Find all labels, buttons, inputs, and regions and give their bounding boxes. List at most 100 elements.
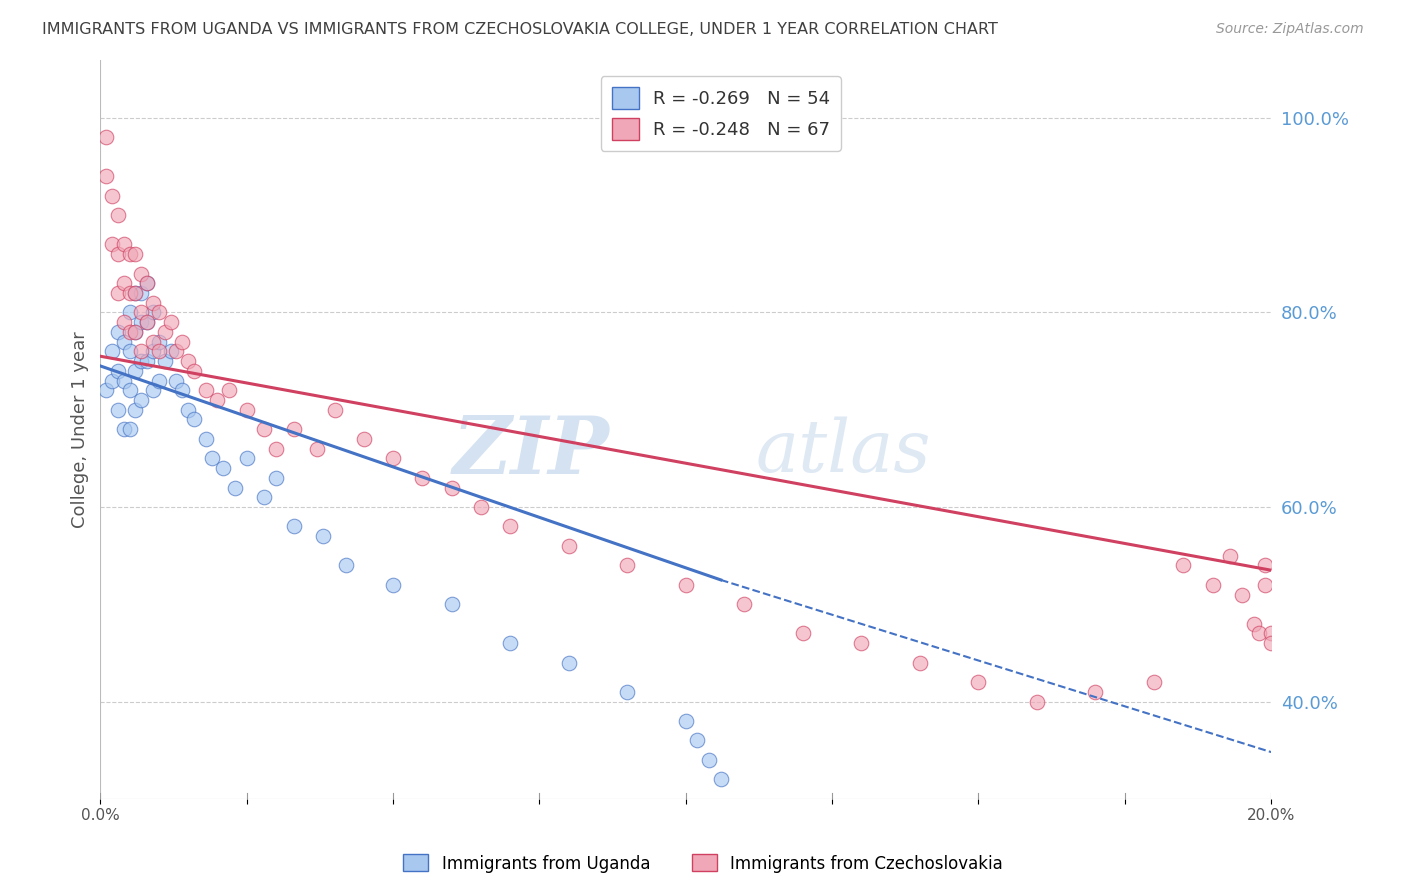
Point	[148, 305, 170, 319]
Point	[1173, 558, 1195, 573]
Point	[1249, 626, 1271, 640]
Point	[172, 334, 194, 349]
Point	[470, 500, 492, 514]
Point	[323, 402, 346, 417]
Point	[235, 451, 257, 466]
Point	[124, 285, 146, 300]
Point	[142, 295, 165, 310]
Point	[148, 334, 170, 349]
Point	[172, 384, 194, 398]
Point	[153, 325, 176, 339]
Legend: Immigrants from Uganda, Immigrants from Czechoslovakia: Immigrants from Uganda, Immigrants from …	[396, 847, 1010, 880]
Point	[165, 374, 187, 388]
Point	[1230, 587, 1253, 601]
Point	[112, 334, 135, 349]
Point	[616, 558, 638, 573]
Point	[200, 451, 222, 466]
Point	[107, 364, 129, 378]
Text: IMMIGRANTS FROM UGANDA VS IMMIGRANTS FROM CZECHOSLOVAKIA COLLEGE, UNDER 1 YEAR C: IMMIGRANTS FROM UGANDA VS IMMIGRANTS FRO…	[42, 22, 998, 37]
Point	[101, 188, 124, 202]
Point	[312, 529, 335, 543]
Point	[177, 354, 200, 368]
Point	[112, 374, 135, 388]
Point	[124, 364, 146, 378]
Point	[194, 432, 217, 446]
Point	[218, 384, 240, 398]
Point	[1143, 675, 1166, 690]
Point	[136, 354, 159, 368]
Point	[335, 558, 357, 573]
Point	[382, 451, 405, 466]
Text: Source: ZipAtlas.com: Source: ZipAtlas.com	[1216, 22, 1364, 37]
Point	[1260, 636, 1282, 650]
Point	[212, 461, 235, 475]
Point	[675, 578, 697, 592]
Point	[1243, 616, 1265, 631]
Point	[305, 442, 328, 456]
Point	[253, 490, 276, 504]
Point	[136, 315, 159, 329]
Point	[142, 384, 165, 398]
Point	[131, 305, 153, 319]
Point	[253, 422, 276, 436]
Point	[118, 384, 141, 398]
Point	[382, 578, 405, 592]
Point	[96, 130, 118, 145]
Point	[118, 247, 141, 261]
Point	[136, 277, 159, 291]
Point	[118, 285, 141, 300]
Point	[96, 169, 118, 184]
Point	[153, 354, 176, 368]
Point	[136, 315, 159, 329]
Point	[124, 402, 146, 417]
Point	[967, 675, 990, 690]
Point	[101, 374, 124, 388]
Point	[353, 432, 375, 446]
Point	[112, 315, 135, 329]
Point	[124, 285, 146, 300]
Point	[411, 471, 433, 485]
Point	[183, 412, 205, 426]
Point	[851, 636, 873, 650]
Point	[131, 285, 153, 300]
Point	[616, 685, 638, 699]
Point	[112, 237, 135, 252]
Point	[792, 626, 814, 640]
Point	[283, 422, 305, 436]
Legend: R = -0.269   N = 54, R = -0.248   N = 67: R = -0.269 N = 54, R = -0.248 N = 67	[600, 76, 841, 151]
Point	[136, 277, 159, 291]
Point	[1201, 578, 1223, 592]
Point	[733, 597, 755, 611]
Point	[107, 285, 129, 300]
Y-axis label: College, Under 1 year: College, Under 1 year	[72, 331, 89, 527]
Point	[499, 519, 522, 533]
Point	[124, 325, 146, 339]
Point	[142, 334, 165, 349]
Point	[1026, 694, 1049, 708]
Point	[183, 364, 205, 378]
Text: ZIP: ZIP	[453, 413, 610, 490]
Point	[264, 442, 287, 456]
Point	[107, 402, 129, 417]
Point	[131, 354, 153, 368]
Point	[207, 392, 229, 407]
Point	[264, 471, 287, 485]
Point	[107, 208, 129, 222]
Point	[194, 384, 217, 398]
Point	[131, 344, 153, 359]
Point	[118, 344, 141, 359]
Point	[686, 733, 709, 747]
Point	[124, 247, 146, 261]
Point	[557, 656, 579, 670]
Point	[118, 325, 141, 339]
Point	[148, 374, 170, 388]
Point	[1260, 626, 1282, 640]
Point	[107, 325, 129, 339]
Point	[440, 597, 463, 611]
Point	[499, 636, 522, 650]
Text: atlas: atlas	[756, 416, 931, 487]
Point	[118, 422, 141, 436]
Point	[177, 402, 200, 417]
Point	[697, 753, 720, 767]
Point	[118, 305, 141, 319]
